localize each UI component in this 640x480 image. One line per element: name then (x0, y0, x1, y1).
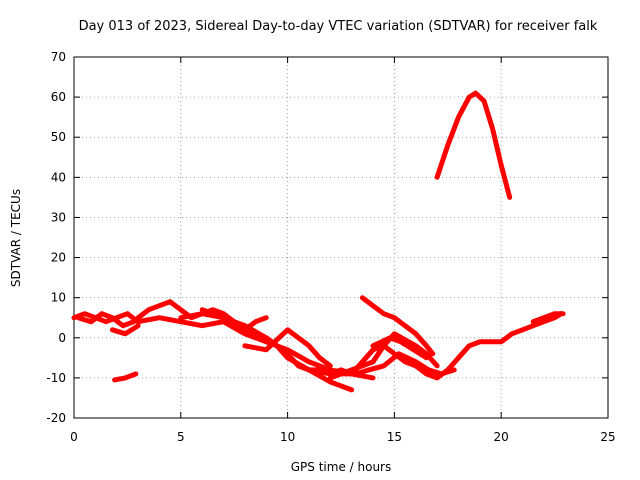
series-line-track-6 (135, 315, 355, 377)
series-layer (71, 90, 566, 393)
y-tick-label: 50 (51, 130, 66, 144)
series-line-track-4 (112, 371, 139, 383)
series-line-track-10 (306, 311, 564, 381)
x-tick-label: 0 (70, 430, 78, 444)
series-line-track-3 (109, 323, 141, 337)
y-tick-label: 10 (51, 291, 66, 305)
chart-title: Day 013 of 2023, Sidereal Day-to-day VTE… (79, 19, 598, 34)
series-line-track-14 (370, 335, 429, 361)
series-line-track-2 (75, 311, 137, 329)
series-line-track-1 (71, 311, 141, 325)
series-line-track-8 (199, 307, 355, 393)
y-tick-label: 20 (51, 251, 66, 265)
x-axis-label: GPS time / hours (291, 460, 392, 474)
series-line-track-13 (353, 351, 457, 377)
x-tick-label: 25 (600, 430, 615, 444)
y-tick-label: 60 (51, 90, 66, 104)
x-tick-label: 15 (387, 430, 402, 444)
y-tick-label: -20 (46, 411, 66, 425)
grid (74, 57, 608, 418)
series-line-track-12 (359, 295, 436, 357)
y-tick-label: 0 (58, 331, 66, 345)
x-tick-label: 5 (177, 430, 185, 444)
y-tick-label: 30 (51, 210, 66, 224)
series-line-track-15 (530, 311, 566, 325)
y-tick-label: 40 (51, 170, 66, 184)
y-tick-label: 70 (51, 50, 66, 64)
series-line-track-9 (242, 327, 333, 369)
axis-ticks: 0 5 10 15 20 25 -20 -10 0 10 20 30 40 50 60 70 (46, 50, 615, 444)
x-tick-label: 10 (280, 430, 295, 444)
y-tick-label: -10 (46, 371, 66, 385)
y-axis-label: SDTVAR / TECUs (9, 189, 23, 287)
series-line-track-16 (434, 90, 513, 200)
plot-frame (73, 56, 609, 419)
x-tick-label: 20 (494, 430, 509, 444)
